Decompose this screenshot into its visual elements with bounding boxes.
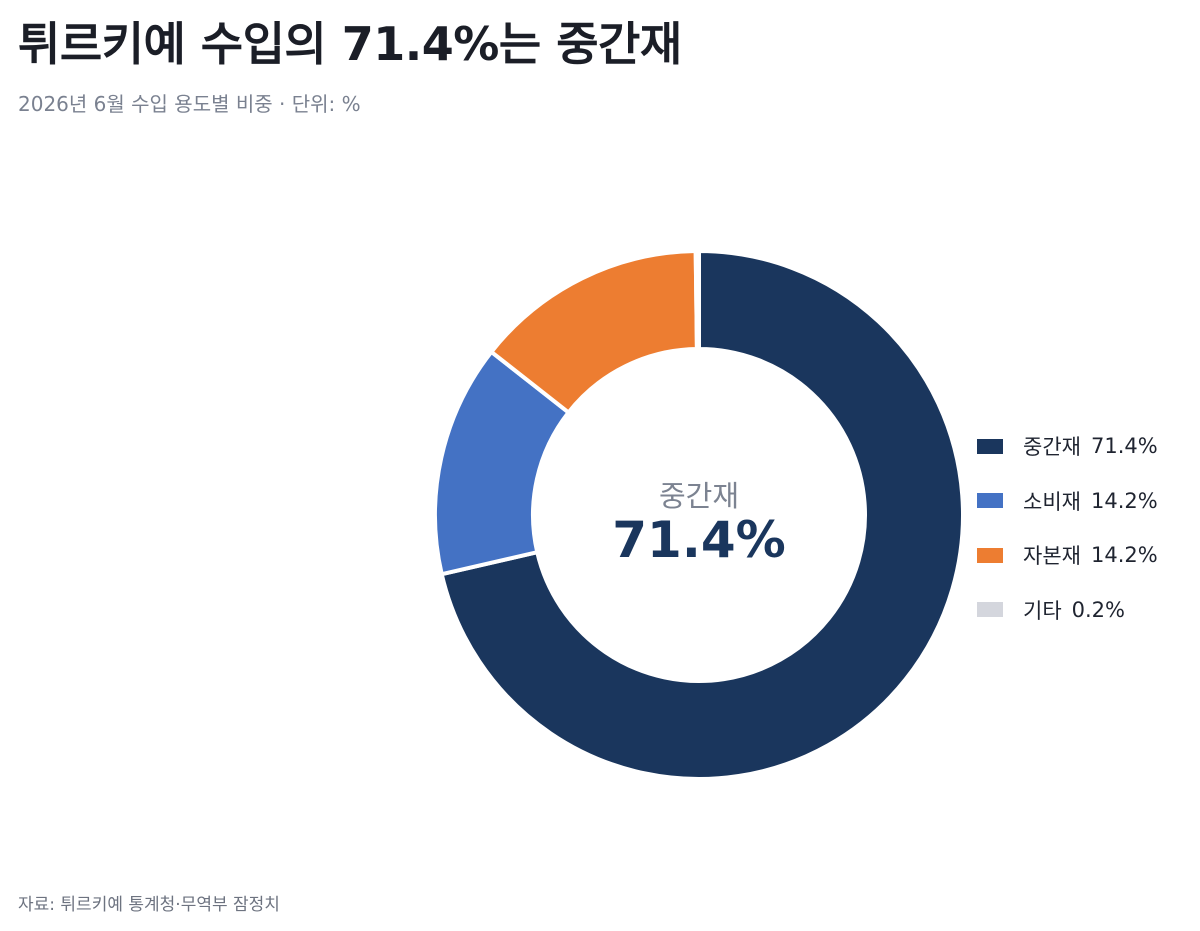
legend-value: 71.4% [1090,434,1158,458]
legend-value: 0.2% [1071,597,1125,622]
legend-swatch-intermediate [977,438,1003,454]
legend-swatch-capital [977,547,1003,563]
chart-legend: 중간재 71.4% 소비재 14.2% 자본재 14.2% 기타 0.2% [977,428,1192,646]
legend-item-consumer: 소비재 14.2% [977,483,1192,519]
legend-swatch-consumer [977,493,1003,508]
chart-subtitle: 2026년 6월 수입 용도별 비중 · 단위: % [18,92,361,116]
slice-intermediate [439,249,965,781]
legend-swatch-other [977,602,1003,617]
donut-slices [433,249,965,781]
legend-item-capital: 자본재 14.2% [977,537,1192,573]
slice-other [693,249,701,352]
legend-item-intermediate: 중간재 71.4% [977,428,1192,464]
source-note: 자료: 튀르키예 통계청·무역부 잠정치 [18,895,280,915]
legend-label: 자본재 [1023,544,1081,568]
legend-item-other: 기타 0.2% [977,592,1192,628]
donut-center-value: 71.4% [612,511,785,569]
legend-label: 기타 [1023,598,1062,623]
legend-value: 14.2% [1090,488,1158,513]
legend-value: 14.2% [1090,543,1158,567]
donut-center-label: 중간재 [659,479,739,513]
legend-label: 중간재 [1023,435,1081,459]
legend-label: 소비재 [1023,489,1081,514]
chart-title: 튀르키예 수입의 71.4%는 중간재 [18,17,682,71]
